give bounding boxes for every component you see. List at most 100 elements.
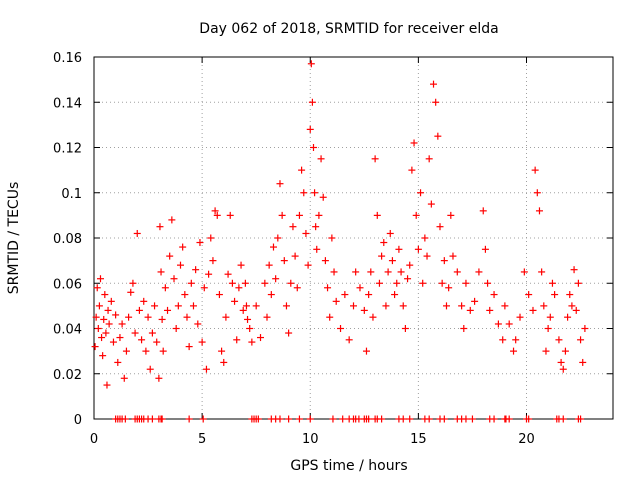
data-point <box>317 155 325 163</box>
data-point <box>555 336 563 344</box>
data-point <box>161 284 169 292</box>
data-point <box>388 257 396 265</box>
y-tick-label: 0.06 <box>53 277 82 292</box>
data-point <box>365 291 373 299</box>
data-point-zero <box>378 415 386 423</box>
data-point <box>231 297 239 305</box>
data-point <box>205 270 213 278</box>
data-point <box>174 302 182 310</box>
data-point <box>127 288 135 296</box>
data-point <box>93 284 101 292</box>
x-tick-label: 5 <box>198 432 206 447</box>
data-point <box>319 193 327 201</box>
data-point <box>272 275 280 283</box>
data-point <box>196 239 204 247</box>
data-point <box>533 189 541 197</box>
data-point <box>499 336 507 344</box>
data-point <box>118 320 126 328</box>
data-point <box>531 166 539 174</box>
data-point <box>328 234 336 242</box>
data-point <box>220 358 228 366</box>
data-point <box>479 207 487 215</box>
data-point <box>181 291 189 299</box>
data-point <box>373 211 381 219</box>
data-point <box>395 245 403 253</box>
data-point <box>579 358 587 366</box>
data-point-zero <box>158 415 166 423</box>
data-point <box>432 98 440 106</box>
data-point <box>226 211 234 219</box>
data-point <box>276 180 284 188</box>
data-point <box>211 207 219 215</box>
data-point <box>570 266 578 274</box>
data-point <box>300 189 308 197</box>
data-point <box>103 381 111 389</box>
data-point <box>546 313 554 321</box>
data-point <box>313 245 321 253</box>
data-point <box>326 313 334 321</box>
data-point <box>155 374 163 382</box>
data-point <box>423 252 431 260</box>
data-point <box>265 261 273 269</box>
data-point <box>135 306 143 314</box>
data-point <box>360 306 368 314</box>
data-point <box>386 229 394 237</box>
data-point <box>540 302 548 310</box>
data-point-zero <box>406 415 414 423</box>
data-point <box>151 302 159 310</box>
axis-ticks: 0 0.02 0.04 0.06 0.08 0.1 0.12 0.14 0.16 0 5 10 15 20 <box>53 51 613 447</box>
data-point <box>548 279 556 287</box>
data-point <box>393 279 401 287</box>
data-point <box>430 80 438 88</box>
data-point <box>159 347 167 355</box>
data-point <box>177 261 184 269</box>
data-point <box>490 291 498 299</box>
data-point-zero <box>199 415 207 423</box>
data-point <box>449 252 457 260</box>
data-point <box>133 229 141 237</box>
data-point <box>99 352 107 360</box>
data-point <box>561 347 569 355</box>
data-point <box>246 325 254 332</box>
data-point <box>542 347 550 355</box>
data-point <box>148 329 156 337</box>
data-point <box>412 211 420 219</box>
data-point <box>298 166 306 174</box>
y-tick-label: 0.1 <box>61 187 82 202</box>
data-point <box>382 302 390 310</box>
data-point <box>183 313 191 321</box>
data-point <box>101 291 109 299</box>
data-point <box>261 279 269 287</box>
data-point <box>434 132 442 140</box>
data-point <box>362 347 370 355</box>
data-point <box>380 239 388 247</box>
data-point <box>494 320 502 328</box>
data-point <box>168 216 176 224</box>
data-point-zero <box>559 415 567 423</box>
data-point <box>144 313 152 321</box>
data-point <box>510 347 518 355</box>
data-point <box>447 211 455 219</box>
data-point <box>228 279 236 287</box>
data-point <box>345 336 353 344</box>
data-point <box>440 257 448 265</box>
data-point <box>425 155 433 163</box>
data-point <box>153 338 161 346</box>
data-point <box>140 297 148 305</box>
data-point <box>244 315 252 323</box>
data-point-zero <box>276 415 284 423</box>
data-point <box>404 275 412 283</box>
plot-frame <box>93 56 614 420</box>
data-point <box>332 297 340 305</box>
y-tick-label: 0.12 <box>53 142 82 157</box>
data-point <box>568 302 576 310</box>
data-point <box>309 144 317 151</box>
data-point <box>481 245 489 253</box>
data-point <box>142 347 150 355</box>
data-point <box>438 279 446 287</box>
data-point <box>282 302 290 310</box>
data-point <box>189 302 197 310</box>
y-tick-label: 0.08 <box>53 232 82 247</box>
data-point <box>516 313 524 321</box>
